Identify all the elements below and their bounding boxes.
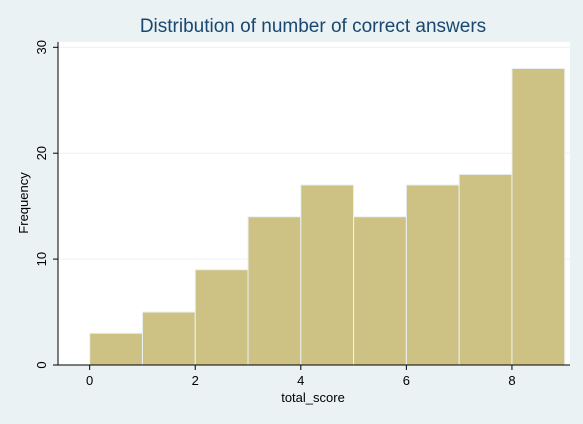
x-ticks: 0 2 4 6 8 [86,365,516,388]
x-tick-label-8: 8 [508,373,515,388]
x-tick-label-2: 2 [192,373,199,388]
bars [89,67,566,366]
chart-title: Distribution of number of correct answer… [140,16,486,37]
x-tick-label-6: 6 [403,373,410,388]
x-tick-label-0: 0 [86,373,93,388]
bar-2 [194,269,249,366]
y-tick-label-30: 30 [34,40,49,54]
y-ticks: 0 10 20 30 [34,40,58,369]
bar-0 [89,332,143,366]
bar-5 [353,216,407,366]
bar-8 [511,67,566,366]
bar-6 [405,184,460,366]
bar-1 [141,311,196,366]
bar-4 [300,184,355,366]
x-axis-title: total_score [281,390,345,405]
x-tick-label-4: 4 [297,373,304,388]
y-tick-label-0: 0 [34,361,49,368]
y-axis-title: Frequency [16,172,31,234]
y-tick-label-10: 10 [34,252,49,266]
y-tick-label-20: 20 [34,146,49,160]
bar-3 [247,216,302,366]
bar-7 [458,173,513,366]
